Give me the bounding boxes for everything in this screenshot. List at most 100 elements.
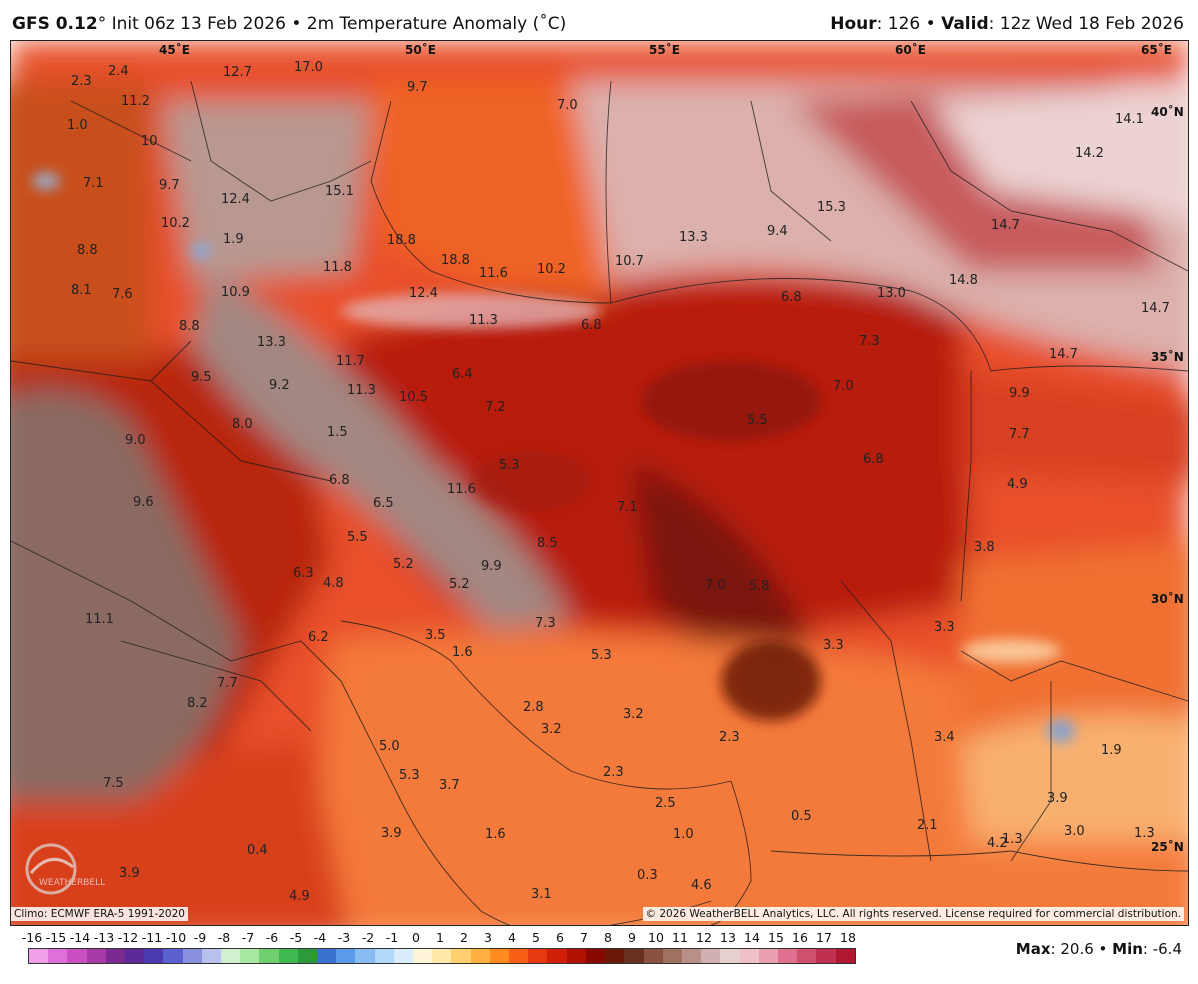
anomaly-value: 5.8 <box>749 579 770 594</box>
scale-tick: 2 <box>460 930 468 945</box>
scale-tick: -3 <box>337 930 351 945</box>
scale-swatch <box>451 949 471 963</box>
scale-tick: 0 <box>412 930 420 945</box>
anomaly-value: 9.9 <box>481 559 502 574</box>
scale-tick: -5 <box>289 930 303 945</box>
anomaly-detail <box>32 172 1075 743</box>
scale-swatch <box>758 949 778 963</box>
temperature-anomaly-map[interactable]: 45˚E 50˚E 55˚E 60˚E 65˚E 40˚N 35˚N 25˚N … <box>10 40 1189 926</box>
anomaly-value: 12.4 <box>409 286 438 301</box>
title-separator: • <box>285 14 307 34</box>
anomaly-value: 10.2 <box>537 262 566 277</box>
scale-tick: 14 <box>744 930 760 945</box>
anomaly-value: 7.7 <box>217 676 238 691</box>
lat-label-25: 25˚N <box>1151 839 1184 854</box>
anomaly-field <box>11 41 1188 925</box>
init-time: Init 06z 13 Feb 2026 <box>111 14 286 34</box>
anomaly-value: 3.9 <box>119 866 140 881</box>
anomaly-value: 8.8 <box>77 243 98 258</box>
degree-mark: ° <box>97 14 107 34</box>
scale-tick: 6 <box>556 930 564 945</box>
scale-tick: 8 <box>604 930 612 945</box>
scale-swatch <box>105 949 126 963</box>
anomaly-value: 6.8 <box>329 473 350 488</box>
copyright-credit: © 2026 WeatherBELL Analytics, LLC. All r… <box>642 907 1184 921</box>
anomaly-value: 0.4 <box>247 843 268 858</box>
climo-credit: Climo: ECMWF ERA-5 1991-2020 <box>11 907 188 921</box>
scale-swatch <box>509 949 529 963</box>
scale-tick: 1 <box>436 930 444 945</box>
anomaly-value: 13.3 <box>679 230 708 245</box>
scale-tick: 7 <box>580 930 588 945</box>
coord-labels: 45˚E 50˚E 55˚E 60˚E 65˚E 40˚N 35˚N 25˚N <box>159 42 1184 854</box>
scale-swatch <box>317 949 337 963</box>
scale-tick: -14 <box>69 930 91 945</box>
anomaly-value: 17.0 <box>294 60 323 75</box>
anomaly-value: 3.8 <box>974 540 995 555</box>
anomaly-value: 18.8 <box>441 253 470 268</box>
scale-tick: -2 <box>361 930 375 945</box>
anomaly-value: 10 <box>141 134 158 149</box>
scale-tick: 18 <box>840 930 856 945</box>
scale-swatch <box>182 949 202 963</box>
scale-swatch <box>662 949 682 963</box>
valid-value: : 12z Wed 18 Feb 2026 <box>988 14 1184 34</box>
scale-tick: -10 <box>165 930 187 945</box>
scale-tick: 4 <box>508 930 516 945</box>
scale-tick: -13 <box>93 930 115 945</box>
anomaly-value: 14.2 <box>1075 146 1104 161</box>
scale-swatch <box>297 949 318 963</box>
scale-swatch <box>777 949 798 963</box>
scale-swatch <box>393 949 414 963</box>
anomaly-value: 3.2 <box>623 707 644 722</box>
anomaly-value: 11.3 <box>469 313 498 328</box>
anomaly-value: 1.0 <box>67 118 88 133</box>
scale-swatch <box>605 949 625 963</box>
anomaly-value: 12.4 <box>221 192 250 207</box>
anomaly-value: 10.9 <box>221 285 250 300</box>
scale-swatch <box>624 949 644 963</box>
anomaly-value: 9.4 <box>767 224 788 239</box>
scale-swatch <box>816 949 836 963</box>
anomaly-value: 12.7 <box>223 65 252 80</box>
scale-swatch <box>681 949 702 963</box>
anomaly-value: 1.3 <box>1134 826 1155 841</box>
scale-swatch <box>797 949 817 963</box>
lon-label-55: 55˚E <box>649 42 680 57</box>
anomaly-value: 6.8 <box>581 318 602 333</box>
scale-tick: -12 <box>117 930 139 945</box>
anomaly-value: 7.7 <box>1009 427 1030 442</box>
anomaly-value: 6.4 <box>452 367 473 382</box>
scale-swatch <box>835 949 855 963</box>
anomaly-value: 5.2 <box>393 557 414 572</box>
anomaly-value: 7.5 <box>103 776 124 791</box>
anomaly-value: 1.6 <box>452 645 473 660</box>
scale-tick: -6 <box>265 930 279 945</box>
max-min-separator: • <box>1093 940 1113 958</box>
scale-swatch <box>48 949 68 963</box>
scale-swatch <box>643 949 663 963</box>
anomaly-value: 3.5 <box>425 628 446 643</box>
anomaly-value: 4.6 <box>691 878 712 893</box>
anomaly-value: 5.5 <box>747 413 768 428</box>
anomaly-value: 11.6 <box>479 266 508 281</box>
lon-label-65: 65˚E <box>1141 42 1172 57</box>
anomaly-value: 11.8 <box>323 260 352 275</box>
scale-swatch <box>221 949 241 963</box>
anomaly-value: 6.5 <box>373 496 394 511</box>
anomaly-value: 15.1 <box>325 184 354 199</box>
scale-tick: -8 <box>217 930 231 945</box>
scale-tick: -4 <box>313 930 327 945</box>
anomaly-value: 2.4 <box>108 64 129 79</box>
valid-time: Hour: 126 • Valid: 12z Wed 18 Feb 2026 <box>830 14 1184 34</box>
scale-tick: 9 <box>628 930 636 945</box>
anomaly-value: 2.3 <box>71 74 92 89</box>
anomaly-value: 11.3 <box>347 383 376 398</box>
color-scale-bar <box>28 948 856 964</box>
anomaly-value: 9.7 <box>159 178 180 193</box>
anomaly-value: 7.6 <box>112 287 133 302</box>
anomaly-value: 11.7 <box>336 354 365 369</box>
map-title: GFS 0.12° Init 06z 13 Feb 2026 • 2m Temp… <box>12 14 566 34</box>
anomaly-value: 15.3 <box>817 200 846 215</box>
anomaly-value: 7.1 <box>83 176 104 191</box>
